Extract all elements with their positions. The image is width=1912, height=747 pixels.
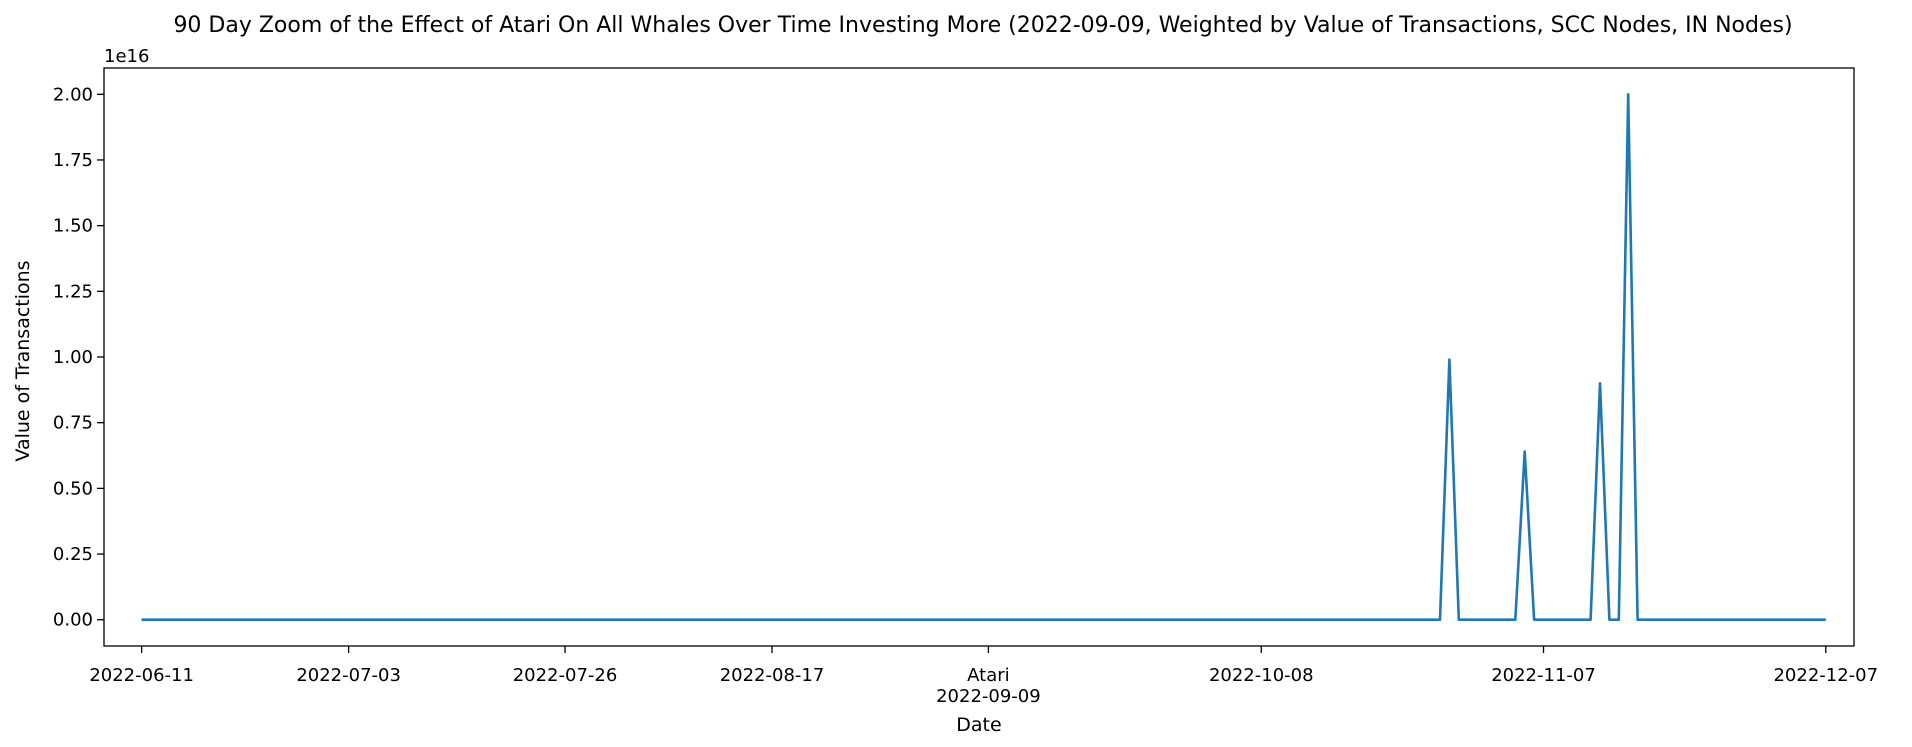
x-tick-label: 2022-07-26	[513, 665, 618, 686]
chart-title: 90 Day Zoom of the Effect of Atari On Al…	[173, 13, 1792, 38]
y-axis-ticks: 0.00 0.25 0.50 0.75 1.00 1.25 1.50 1.75 2.00	[53, 84, 104, 631]
y-tick-label: 1.50	[53, 216, 93, 237]
y-axis-label: Value of Transactions	[12, 260, 34, 461]
x-tick-label: 2022-08-17	[720, 665, 825, 686]
y-tick-label: 0.25	[53, 544, 93, 565]
y-offset-label: 1e16	[104, 46, 149, 67]
x-tick-label: 2022-06-11	[89, 665, 194, 686]
series-line	[141, 93, 1826, 622]
event-label: Atari	[967, 665, 1010, 686]
y-tick-label: 1.75	[53, 150, 93, 171]
y-tick-label: 0.75	[53, 413, 93, 434]
event-annotation: Atari	[967, 665, 1010, 686]
y-tick-label: 1.25	[53, 281, 93, 302]
x-axis-ticks: 2022-06-11 2022-07-03 2022-07-26 2022-08-17…	[89, 646, 1878, 707]
plot-frame	[103, 67, 1855, 647]
y-tick-label: 0.00	[53, 610, 93, 631]
x-tick-label: 2022-10-08	[1209, 665, 1314, 686]
x-tick-label: 2022-09-09	[936, 686, 1041, 707]
y-tick-label: 0.50	[53, 478, 93, 499]
x-tick-label: 2022-12-07	[1773, 665, 1878, 686]
y-tick-label: 2.00	[53, 84, 93, 105]
x-tick-label: 2022-07-03	[296, 665, 401, 686]
x-tick-label: 2022-11-07	[1491, 665, 1596, 686]
x-axis-label: Date	[956, 714, 1001, 736]
y-tick-label: 1.00	[53, 347, 93, 368]
